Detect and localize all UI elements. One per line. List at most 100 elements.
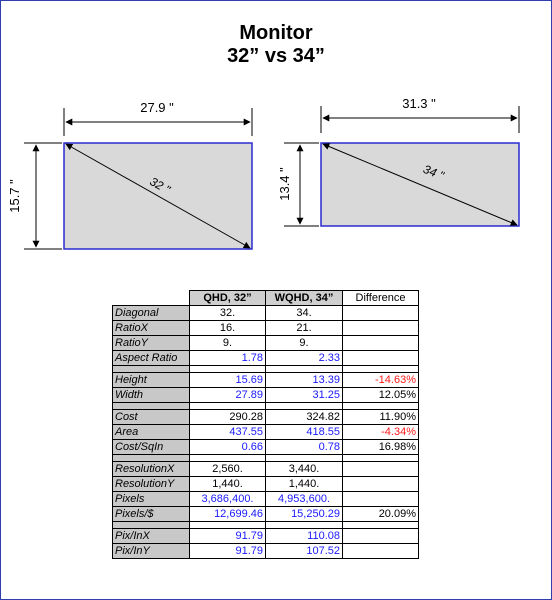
qhd-value: 437.55: [189, 424, 266, 440]
spacer-cell: [112, 365, 190, 373]
table-row: Cost/SqIn 0.66 0.78 16.98%: [112, 439, 419, 455]
row-label: Height: [112, 372, 190, 388]
spacer-cell: [265, 402, 343, 410]
row-label: Pix/InY: [112, 543, 190, 559]
table-body: Diagonal 32. 34. RatioX 16. 21. RatioY 9. 9. Aspe…: [112, 305, 419, 559]
table-row: Pixels 3,686,400. 4,953,600.: [112, 491, 419, 507]
difference-value: -4.34%: [342, 424, 419, 440]
difference-value: 11.90%: [342, 409, 419, 425]
table-row: Pixels/$ 12,699.46 15,250.29 20.09%: [112, 506, 419, 522]
table-row: Width 27.89 31.25 12.05%: [112, 387, 419, 403]
table-row: Area 437.55 418.55 -4.34%: [112, 424, 419, 440]
spacer-cell: [189, 521, 266, 529]
row-label: RatioY: [112, 335, 190, 351]
wqhd-value: 324.82: [265, 409, 343, 425]
row-label: Cost/SqIn: [112, 439, 190, 455]
table-row: Pix/InY 91.79 107.52: [112, 543, 419, 559]
row-label: Diagonal: [112, 305, 190, 321]
row-label: RatioX: [112, 320, 190, 336]
difference-value: -14.63%: [342, 372, 419, 388]
qhd-value: 16.: [189, 320, 266, 336]
left-height-label: 15.7 ": [7, 179, 22, 213]
qhd-value: 27.89: [189, 387, 266, 403]
wqhd-value: 1,440.: [265, 476, 343, 492]
wqhd-value: 21.: [265, 320, 343, 336]
title-line-2: 32” vs 34”: [227, 45, 325, 67]
qhd-value: 2,560.: [189, 461, 266, 477]
difference-value: [342, 335, 419, 351]
table-spacer-row: [112, 454, 419, 462]
qhd-value: 0.66: [189, 439, 266, 455]
left-diagonal-line: [65, 143, 251, 249]
spacer-cell: [112, 454, 190, 462]
monitor-diagram: 27.9 " 15.7 " 32 " 31.3 " 13.4 " 34 ": [7, 96, 520, 250]
qhd-value: 15.69: [189, 372, 266, 388]
row-label: Cost: [112, 409, 190, 425]
wqhd-value: 2.33: [265, 350, 343, 366]
table-row: RatioX 16. 21.: [112, 320, 419, 336]
wqhd-value: 9.: [265, 335, 343, 351]
spacer-cell: [342, 454, 419, 462]
wqhd-value: 15,250.29: [265, 506, 343, 522]
spacer-cell: [112, 402, 190, 410]
qhd-value: 1.78: [189, 350, 266, 366]
header-blank: [112, 290, 190, 306]
spacer-cell: [265, 521, 343, 529]
spacer-cell: [189, 454, 266, 462]
row-label: ResolutionX: [112, 461, 190, 477]
table-spacer-row: [112, 521, 419, 529]
right-diagonal-line: [322, 143, 518, 226]
difference-value: [342, 476, 419, 492]
row-label: Pix/InX: [112, 528, 190, 544]
row-label: ResolutionY: [112, 476, 190, 492]
difference-value: [342, 320, 419, 336]
row-label: Pixels: [112, 491, 190, 507]
row-label: Aspect Ratio: [112, 350, 190, 366]
table-spacer-row: [112, 402, 419, 410]
header-difference: Difference: [342, 290, 419, 306]
header-wqhd-34: WQHD, 34”: [265, 290, 343, 306]
spacer-cell: [265, 365, 343, 373]
wqhd-value: 0.78: [265, 439, 343, 455]
wqhd-value: 110.08: [265, 528, 343, 544]
difference-value: [342, 543, 419, 559]
table-row: Height 15.69 13.39 -14.63%: [112, 372, 419, 388]
wqhd-value: 4,953,600.: [265, 491, 343, 507]
difference-value: 16.98%: [342, 439, 419, 455]
row-label: Area: [112, 424, 190, 440]
header-qhd-32: QHD, 32”: [189, 290, 266, 306]
right-height-label: 13.4 ": [277, 167, 292, 201]
wqhd-value: 3,440.: [265, 461, 343, 477]
wqhd-value: 31.25: [265, 387, 343, 403]
row-label: Pixels/$: [112, 506, 190, 522]
difference-value: [342, 491, 419, 507]
spacer-cell: [342, 365, 419, 373]
table-row: Pix/InX 91.79 110.08: [112, 528, 419, 544]
row-label: Width: [112, 387, 190, 403]
title-line-1: Monitor: [239, 22, 313, 44]
difference-value: 12.05%: [342, 387, 419, 403]
table-row: Diagonal 32. 34.: [112, 305, 419, 321]
spacer-cell: [265, 454, 343, 462]
qhd-value: 91.79: [189, 543, 266, 559]
difference-value: [342, 350, 419, 366]
spacer-cell: [189, 365, 266, 373]
table-row: ResolutionY 1,440. 1,440.: [112, 476, 419, 492]
table-row: Cost 290.28 324.82 11.90%: [112, 409, 419, 425]
qhd-value: 9.: [189, 335, 266, 351]
wqhd-value: 107.52: [265, 543, 343, 559]
qhd-value: 91.79: [189, 528, 266, 544]
spacer-cell: [112, 521, 190, 529]
table-header-row: QHD, 32” WQHD, 34” Difference: [112, 290, 419, 306]
table-row: ResolutionX 2,560. 3,440.: [112, 461, 419, 477]
wqhd-value: 418.55: [265, 424, 343, 440]
spacer-cell: [342, 402, 419, 410]
qhd-value: 12,699.46: [189, 506, 266, 522]
difference-value: [342, 305, 419, 321]
difference-value: [342, 461, 419, 477]
qhd-value: 32.: [189, 305, 266, 321]
spacer-cell: [189, 402, 266, 410]
wqhd-value: 13.39: [265, 372, 343, 388]
table-row: RatioY 9. 9.: [112, 335, 419, 351]
table-spacer-row: [112, 365, 419, 373]
